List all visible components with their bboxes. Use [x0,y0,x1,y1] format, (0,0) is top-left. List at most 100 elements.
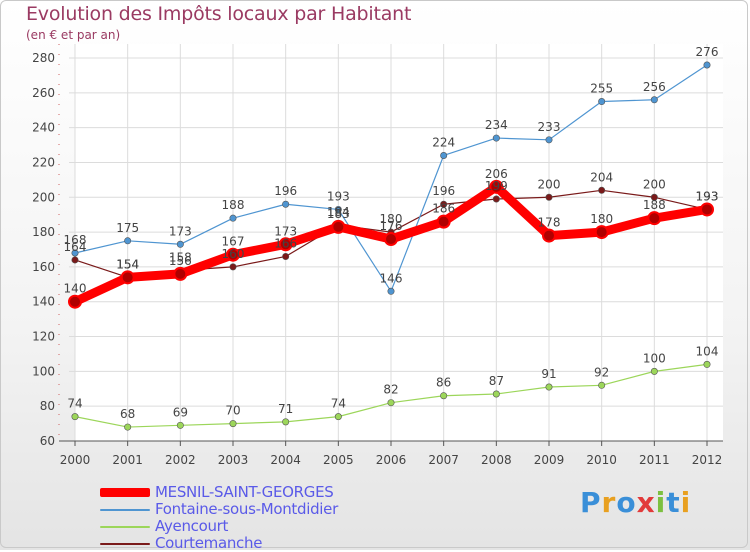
data-point [440,200,448,208]
logo-letter: P [580,486,602,519]
data-point [124,237,132,245]
data-label: 167 [222,235,245,249]
chart-subtitle: (en € et par an) [26,28,121,42]
x-tick-label: 2001 [112,453,143,467]
data-label: 178 [538,216,561,230]
data-point [436,214,451,229]
data-point [492,390,500,398]
data-point [384,232,398,247]
data-label: 255 [590,82,613,96]
data-point [598,186,606,194]
x-tick-label: 2003 [218,453,249,467]
data-point [650,193,658,201]
y-tick-label: 160 [32,260,55,274]
data-label: 199 [485,179,508,193]
data-label: 204 [590,170,613,184]
data-label: 184 [327,205,350,219]
legend-label: Courtemanche [155,534,263,552]
y-tick-label: 120 [32,330,55,344]
data-label: 164 [64,240,87,254]
data-point [545,383,553,391]
data-label: 100 [643,351,666,365]
y-tick-label: 280 [32,51,55,65]
data-label: 87 [489,374,504,388]
y-tick-label: 240 [32,121,55,135]
data-point [229,420,237,428]
y-tick-label: 260 [32,86,55,100]
data-point [229,263,237,271]
legend-label: Fontaine-sous-Montdidier [155,500,338,518]
logo-letter: x [636,486,656,519]
data-point [545,193,553,201]
data-point [598,98,606,106]
x-tick-label: 2008 [481,453,512,467]
data-point [703,360,711,368]
legend-swatch [100,543,150,545]
data-label: 173 [274,224,297,238]
y-tick-label: 100 [32,364,55,378]
data-point [650,367,658,375]
data-label: 276 [696,45,719,59]
data-point [703,61,711,69]
x-tick-label: 2000 [60,453,91,467]
legend-label: MESNIL-SAINT-GEORGES [155,483,334,501]
data-label: 180 [590,212,613,226]
data-label: 86 [436,376,451,390]
data-label: 176 [380,219,403,233]
data-label: 196 [432,184,455,198]
data-point [598,381,606,389]
x-tick-label: 2002 [165,453,196,467]
plot-area [75,44,723,441]
data-label: 104 [696,344,719,358]
data-point [542,228,556,243]
data-point [489,179,504,194]
x-tick-label: 2006 [376,453,407,467]
x-tick-label: 2009 [534,453,565,467]
data-point [226,247,240,262]
data-point [282,200,290,208]
data-label: 186 [432,202,455,216]
legend-swatch [100,526,150,528]
data-point [176,421,184,429]
legend-label: Ayencourt [155,517,229,535]
data-point [278,237,293,252]
data-point [282,252,290,260]
data-point [650,96,658,104]
x-tick-label: 2011 [639,453,670,467]
data-label: 92 [594,365,609,379]
data-label: 82 [383,383,398,397]
data-label: 193 [696,189,719,203]
data-point [545,136,553,144]
data-point [68,294,82,309]
data-point [387,399,395,407]
logo-letter: i [680,486,692,519]
y-tick-label: 180 [32,225,55,239]
data-point [71,413,79,421]
data-point [334,413,342,421]
x-tick-label: 2007 [428,453,459,467]
data-label: 196 [274,184,297,198]
data-point [71,256,79,264]
data-label: 173 [169,224,192,238]
data-point [334,205,342,213]
legend-swatch [100,509,150,511]
data-label: 200 [643,177,666,191]
data-label: 206 [485,167,508,181]
data-label: 71 [278,402,293,416]
x-tick-label: 2010 [586,453,617,467]
data-label: 193 [327,189,350,203]
data-point [440,151,448,159]
data-point [492,195,500,203]
data-label: 69 [173,405,188,419]
logo-letter: i [655,486,667,519]
y-tick-label: 80 [40,399,55,413]
data-label: 154 [116,257,139,271]
data-point [387,287,395,295]
data-label: 91 [541,367,556,381]
data-label: 234 [485,118,508,132]
data-label: 224 [432,135,455,149]
data-label: 168 [64,233,87,247]
data-label: 256 [643,80,666,94]
data-point [700,202,714,217]
data-point [229,214,237,222]
